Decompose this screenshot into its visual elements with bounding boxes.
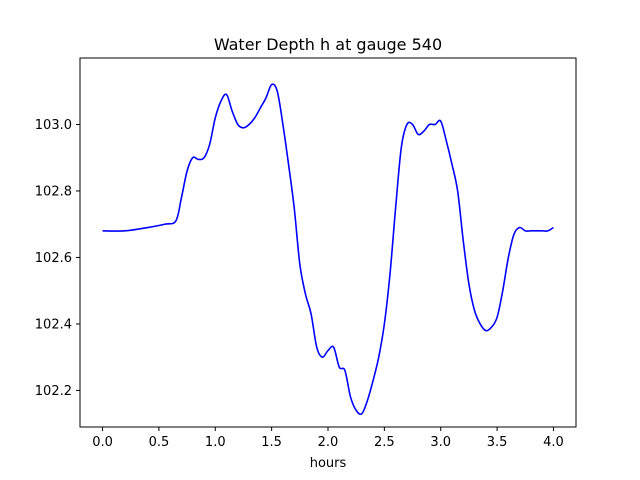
x-tick-label: 1.0 xyxy=(205,435,226,450)
x-tick-label: 1.5 xyxy=(261,435,282,450)
y-tick-label: 102.2 xyxy=(35,384,72,399)
x-tick-label: 2.0 xyxy=(318,435,339,450)
series-layer xyxy=(102,83,554,416)
plot-frame xyxy=(79,57,577,428)
x-axis-label: hours xyxy=(310,456,347,471)
x-tick-label: 4.0 xyxy=(543,435,564,450)
x-tick-label: 3.0 xyxy=(430,435,451,450)
y-tick-label: 103.0 xyxy=(35,118,72,133)
y-axis: 102.2 102.4 102.6 102.8 103.0 xyxy=(35,118,80,399)
y-tick-label: 102.8 xyxy=(35,184,72,199)
x-tick-label: 3.5 xyxy=(487,435,508,450)
x-tick-label: 0.0 xyxy=(92,435,113,450)
x-axis: 0.0 0.5 1.0 1.5 2.0 2.5 3.0 3.5 4.0 xyxy=(92,427,564,450)
y-tick-label: 102.6 xyxy=(35,251,72,266)
chart-title: Water Depth h at gauge 540 xyxy=(214,35,442,54)
y-tick-label: 102.4 xyxy=(35,317,72,332)
x-tick-label: 2.5 xyxy=(374,435,395,450)
series-line xyxy=(102,83,554,416)
x-tick-label: 0.5 xyxy=(149,435,170,450)
